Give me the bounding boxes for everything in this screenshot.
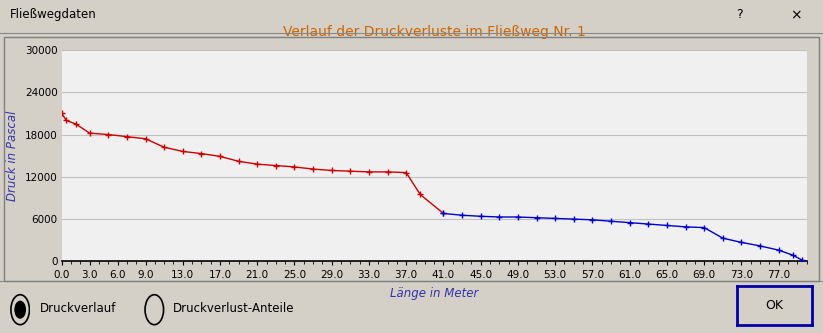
Y-axis label: Druck in Pascal: Druck in Pascal bbox=[7, 111, 19, 201]
Text: Fließwegdaten: Fließwegdaten bbox=[10, 8, 96, 22]
Title: Verlauf der Druckverluste im Fließweg Nr. 1: Verlauf der Druckverluste im Fließweg Nr… bbox=[283, 25, 585, 39]
Text: Druckverlust-Anteile: Druckverlust-Anteile bbox=[173, 301, 295, 315]
X-axis label: Länge in Meter: Länge in Meter bbox=[390, 287, 478, 300]
Text: ×: × bbox=[790, 8, 802, 22]
Text: OK: OK bbox=[765, 299, 783, 312]
Circle shape bbox=[15, 301, 26, 318]
Text: Druckverlauf: Druckverlauf bbox=[40, 301, 116, 315]
Text: ?: ? bbox=[737, 8, 743, 22]
